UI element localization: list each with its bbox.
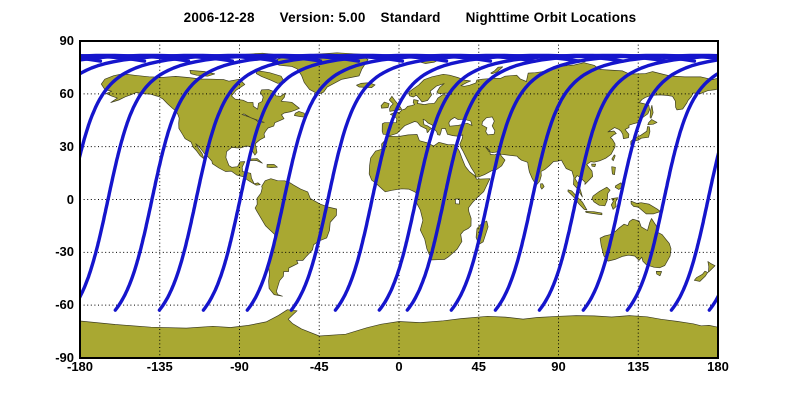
y-tick-label: -60 (55, 297, 74, 313)
orbit-track (405, 53, 697, 312)
x-tick-label: 180 (707, 359, 729, 374)
x-tick-label: 135 (627, 359, 650, 374)
landmass (591, 163, 597, 168)
map-layer (80, 41, 718, 358)
orbit-track (537, 54, 718, 312)
orbit-track (80, 53, 361, 301)
orbit-track (289, 53, 580, 312)
landmass (693, 270, 709, 282)
orbit-track (157, 53, 449, 312)
y-tick-label: -90 (55, 350, 74, 365)
orbit-track (625, 71, 718, 312)
orbit-track (245, 53, 537, 312)
y-tick-label: 90 (59, 33, 74, 48)
x-tick-label: 90 (551, 359, 566, 374)
landmass (591, 186, 611, 207)
landmass (540, 183, 545, 190)
title-version: Version: 5.00 (279, 10, 366, 25)
y-tick-label: 60 (59, 85, 74, 101)
orbit-track (449, 53, 718, 312)
orbit-track (669, 148, 718, 312)
title-date: 2006-12-28 (183, 10, 255, 25)
orbit-track (707, 292, 718, 312)
landmass (630, 200, 661, 215)
orbit-track (201, 53, 493, 312)
title-product: Standard (380, 10, 441, 25)
y-tick-label: 0 (66, 191, 74, 207)
x-tick-label: -90 (230, 359, 249, 374)
landmass (294, 111, 306, 118)
landmass (80, 309, 718, 358)
orbit-track (377, 53, 669, 312)
landmass (707, 261, 716, 273)
figure-title: 2006-12-28 Version: 5.00 Standard Nightt… (0, 10, 800, 25)
orbit-track (493, 53, 718, 312)
landmass (368, 134, 491, 261)
x-tick-label: 45 (471, 359, 486, 374)
landmass (189, 70, 216, 77)
orbit-track (80, 53, 323, 163)
landmass (266, 164, 278, 168)
y-tick-label: -30 (55, 244, 74, 260)
landmass (611, 154, 616, 162)
inland-sea (481, 116, 496, 136)
orbit-track (581, 58, 718, 312)
landmass (649, 104, 654, 119)
landmass (647, 119, 658, 126)
landmass (255, 70, 286, 84)
orbit-track (333, 53, 625, 312)
orbit-track (113, 53, 405, 312)
plot-frame (79, 40, 719, 359)
landmass (585, 210, 603, 216)
landmass (611, 166, 616, 176)
x-tick-label: -45 (309, 359, 329, 374)
landmass (599, 218, 672, 269)
x-tick-label: 0 (395, 359, 403, 374)
landmass (610, 197, 619, 210)
x-tick-label: -180 (66, 359, 94, 374)
y-tick-label: 30 (59, 138, 74, 154)
landmass (100, 73, 300, 186)
x-tick-label: -135 (146, 359, 173, 374)
landmass (655, 271, 662, 277)
landmass (490, 66, 504, 75)
title-subject: Nighttime Orbit Locations (465, 10, 637, 25)
landmass (380, 101, 390, 109)
